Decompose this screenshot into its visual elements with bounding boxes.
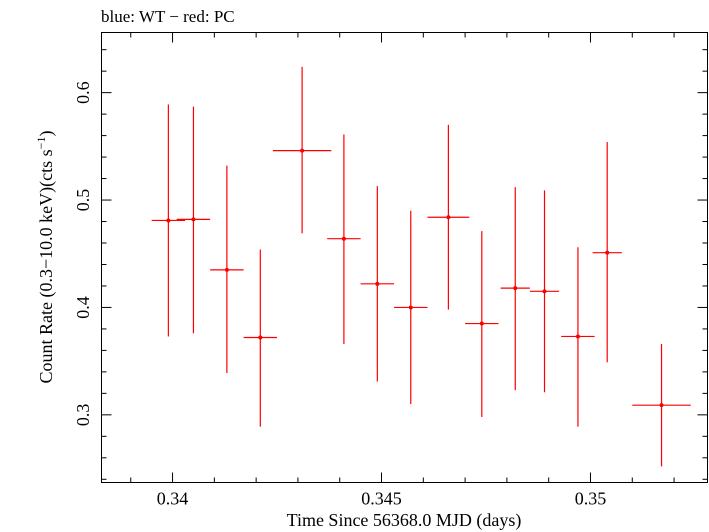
data-marker: [258, 335, 263, 340]
data-point: [151, 104, 186, 337]
data-marker: [191, 217, 196, 222]
x-tick-labels: 0.34 0.345 0.35: [157, 489, 606, 509]
data-points: [151, 66, 691, 467]
data-marker: [375, 281, 380, 286]
data-point: [176, 106, 211, 334]
data-marker: [605, 250, 610, 255]
axis-ticks: [101, 32, 708, 483]
data-marker: [341, 236, 346, 241]
data-point: [592, 142, 622, 363]
y-tick-label: 0.5: [73, 189, 93, 212]
data-point: [465, 231, 499, 417]
y-axis-label-exponent: −1: [34, 137, 48, 150]
y-axis-label-close: ): [36, 131, 57, 137]
y-tick-label: 0.3: [73, 404, 93, 427]
data-point: [210, 165, 244, 373]
data-point: [529, 190, 560, 393]
y-axis-label: Count Rate (0.3−10.0 keV)(cts s−1): [34, 131, 57, 384]
x-tick-label: 0.34: [157, 489, 189, 509]
data-marker: [446, 215, 451, 220]
data-point: [632, 343, 691, 467]
x-tick-label: 0.345: [361, 489, 402, 509]
data-point: [561, 247, 595, 427]
data-marker: [408, 305, 413, 310]
data-marker: [513, 286, 518, 291]
data-marker: [300, 148, 305, 153]
data-point: [243, 249, 278, 427]
data-marker: [224, 267, 229, 272]
data-point: [272, 66, 332, 234]
data-point: [500, 187, 530, 391]
data-point: [427, 124, 470, 310]
data-marker: [659, 403, 664, 408]
data-marker: [479, 321, 484, 326]
y-axis-label-main: Count Rate (0.3−10.0 keV)(cts s: [36, 149, 57, 383]
x-axis-label: Time Since 56368.0 MJD (days): [287, 510, 522, 531]
data-marker: [575, 334, 580, 339]
data-marker: [166, 218, 171, 223]
y-tick-labels: 0.3 0.4 0.5 0.6: [73, 81, 93, 426]
data-point: [394, 210, 428, 405]
x-tick-label: 0.35: [575, 489, 607, 509]
chart-title: blue: WT − red: PC: [101, 7, 235, 26]
y-tick-label: 0.6: [73, 81, 93, 104]
data-point: [327, 134, 361, 344]
data-marker: [542, 289, 547, 294]
data-point: [360, 186, 395, 382]
plot-frame: [101, 32, 708, 483]
y-tick-label: 0.4: [73, 296, 93, 319]
